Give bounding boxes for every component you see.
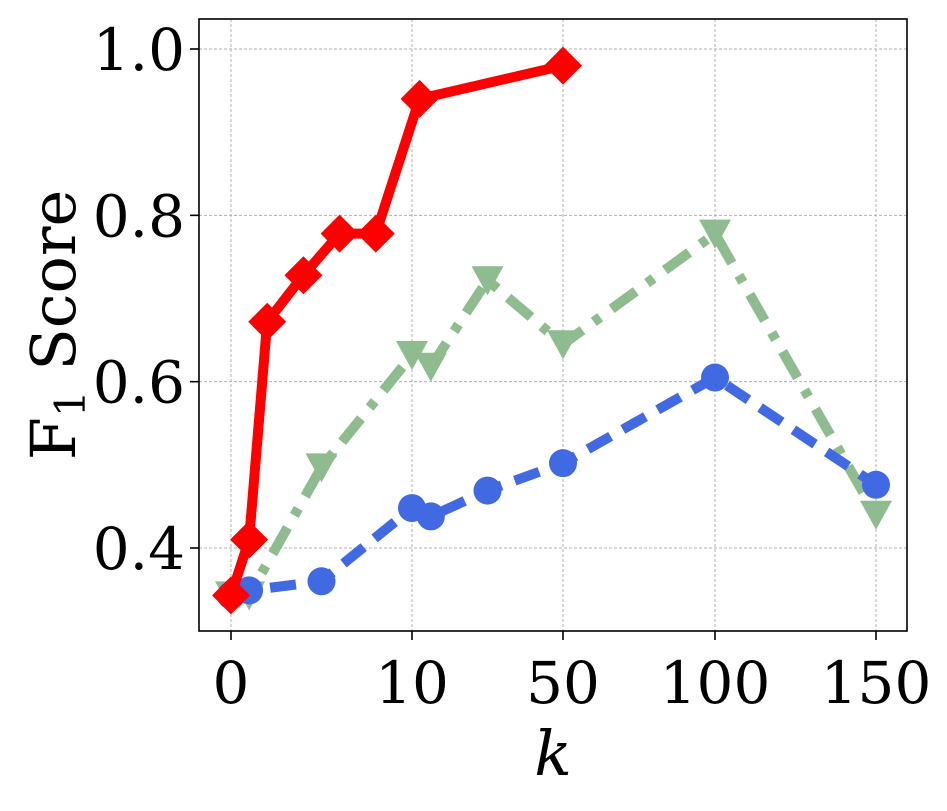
series-diamond [212, 46, 582, 615]
data-point [471, 266, 504, 296]
series-line [229, 372, 879, 601]
y-axis-label-rest: Score [17, 190, 90, 391]
data-point [396, 341, 428, 371]
data-point [544, 46, 582, 85]
data-point [307, 567, 336, 596]
data-point [400, 79, 439, 118]
series-circle [217, 363, 890, 610]
series-layer [212, 46, 892, 615]
data-point [414, 352, 447, 382]
x-tick-label: 150 [821, 649, 932, 717]
x-tick-label: 100 [660, 649, 771, 717]
data-point [230, 520, 269, 559]
data-point [248, 302, 287, 341]
ticks: 0 10 50 100 150 0.4 0.6 0.8 1.0 [93, 16, 932, 717]
data-point [416, 502, 445, 531]
data-point [305, 453, 338, 483]
data-point [320, 214, 359, 253]
data-point [547, 330, 579, 360]
x-tick-label: 50 [526, 649, 600, 717]
data-point [860, 500, 892, 530]
data-point [862, 470, 890, 499]
y-axis-label: F1 Score [17, 190, 95, 460]
y-tick-label: 0.6 [93, 349, 185, 417]
grid [199, 19, 907, 631]
y-axis-label-part: F [17, 417, 90, 460]
data-point [701, 363, 729, 392]
x-tick-label: 10 [375, 649, 449, 717]
data-point [212, 576, 250, 615]
x-axis-label: k [534, 717, 572, 790]
series-line [226, 60, 565, 597]
y-axis-label-subscript: 1 [46, 390, 95, 417]
data-point [356, 214, 395, 253]
data-point [284, 256, 323, 295]
y-tick-label: 1.0 [93, 16, 185, 84]
data-point [473, 476, 502, 505]
data-point [549, 449, 577, 478]
data-point [699, 219, 731, 249]
y-tick-label: 0.8 [93, 182, 185, 250]
y-tick-label: 0.4 [93, 515, 185, 583]
x-tick-label: 0 [213, 649, 250, 717]
plot-frame [198, 18, 908, 632]
